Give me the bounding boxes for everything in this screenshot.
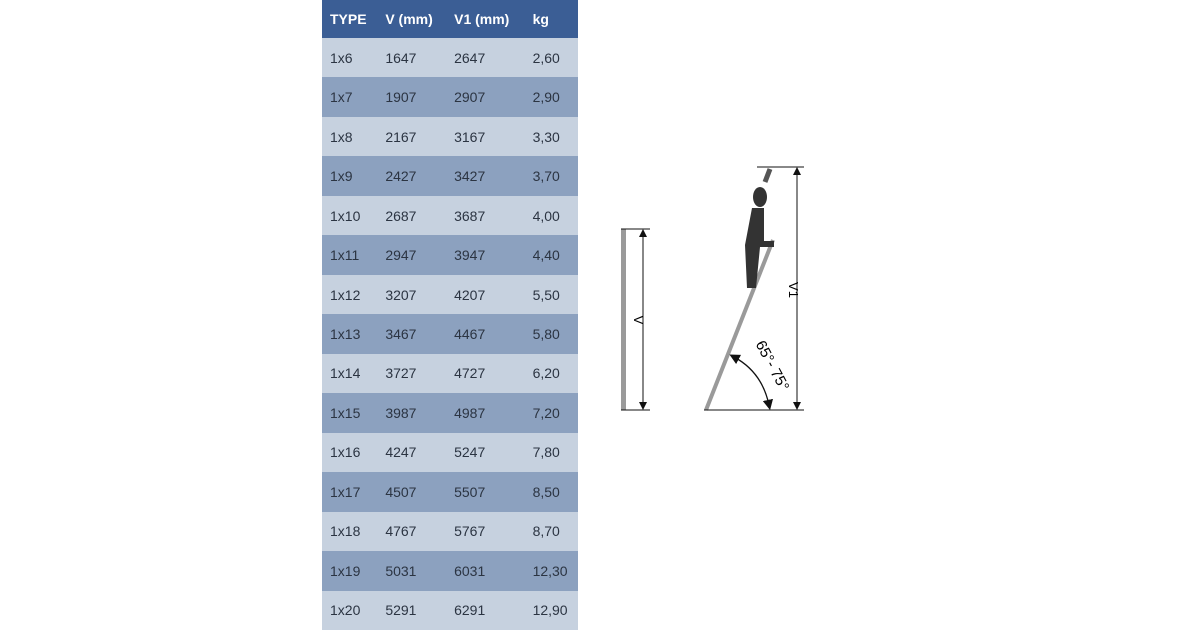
table-header-row: TYPE V (mm) V1 (mm) kg <box>322 0 578 38</box>
ladder-rail <box>704 239 775 411</box>
table-row: 1x18 4767 5767 8,70 <box>322 511 578 552</box>
table-cell: 4767 <box>377 511 447 552</box>
table-cell: 8,70 <box>524 511 578 552</box>
angle-label: 65°- 75° <box>752 338 793 394</box>
table-cell: 7,20 <box>524 393 578 433</box>
table-row: 1x17 4507 5507 8,50 <box>322 472 578 512</box>
table-cell: 4987 <box>446 393 525 433</box>
table-cell: 7,80 <box>524 432 578 473</box>
table-row: 1x20 5291 6291 12,90 <box>322 590 578 630</box>
table-row: 1x12 3207 4207 5,50 <box>322 274 578 315</box>
table-cell: 4467 <box>446 314 525 354</box>
ladder-top <box>762 168 773 183</box>
table-cell: 1x10 <box>322 195 378 236</box>
table-cell: 4727 <box>446 353 525 394</box>
table-cell: 2647 <box>446 38 525 78</box>
table-cell: 3947 <box>446 235 525 275</box>
table-row: 1x8 2167 3167 3,30 <box>322 116 578 157</box>
table-cell: 2427 <box>377 156 447 196</box>
table-cell: 1x6 <box>322 38 378 78</box>
table-row: 1x19 5031 6031 12,30 <box>322 551 578 591</box>
table-row: 1x14 3727 4727 6,20 <box>322 353 578 394</box>
v1-label: V1 <box>786 282 801 298</box>
table-cell: 3727 <box>377 353 447 394</box>
table-cell: 1x18 <box>322 511 378 552</box>
table-cell: 4207 <box>446 274 525 315</box>
table-row: 1x13 3467 4467 5,80 <box>322 314 578 354</box>
v-label: V <box>631 316 646 325</box>
table-cell: 3427 <box>446 156 525 196</box>
table-cell: 3,70 <box>524 156 578 196</box>
table-row: 1x6 1647 2647 2,60 <box>322 38 578 78</box>
table-cell: 1x17 <box>322 472 378 512</box>
table-cell: 2907 <box>446 77 525 117</box>
table-cell: 5247 <box>446 432 525 473</box>
table-cell: 6031 <box>446 551 525 591</box>
table-cell: 5507 <box>446 472 525 512</box>
straight-ladder: V <box>621 228 650 411</box>
table-cell: 3687 <box>446 195 525 236</box>
table-cell: 4247 <box>377 432 447 473</box>
table-row: 1x11 2947 3947 4,40 <box>322 235 578 275</box>
table-cell: 1x16 <box>322 432 378 473</box>
table-cell: 2,90 <box>524 77 578 117</box>
table-row: 1x7 1907 2907 2,90 <box>322 77 578 117</box>
table-cell: 2167 <box>377 116 447 157</box>
table-cell: 2947 <box>377 235 447 275</box>
table-cell: 1x14 <box>322 353 378 394</box>
table-cell: 5,50 <box>524 274 578 315</box>
ladder-rail <box>621 229 626 410</box>
column-header: V1 (mm) <box>446 0 525 38</box>
table-cell: 1x12 <box>322 274 378 315</box>
table-row: 1x16 4247 5247 7,80 <box>322 432 578 473</box>
table-cell: 12,30 <box>524 551 578 591</box>
table-row: 1x10 2687 3687 4,00 <box>322 195 578 236</box>
table-row: 1x15 3987 4987 7,20 <box>322 393 578 433</box>
table-cell: 6,20 <box>524 353 578 394</box>
table-cell: 1x15 <box>322 393 378 433</box>
table-cell: 1907 <box>377 77 447 117</box>
table-cell: 1x20 <box>322 590 378 630</box>
angle-arc <box>729 354 774 411</box>
ladder-spec-table: TYPE V (mm) V1 (mm) kg 1x6 1647 2647 2,60 1x7 19… <box>322 0 578 630</box>
table-cell: 4,40 <box>524 235 578 275</box>
table-cell: 5,80 <box>524 314 578 354</box>
table-cell: 3207 <box>377 274 447 315</box>
table-cell: 1x19 <box>322 551 378 591</box>
table-cell: 5031 <box>377 551 447 591</box>
table-cell: 1x11 <box>322 235 378 275</box>
table-row: 1x9 2427 3427 3,70 <box>322 156 578 196</box>
column-header: kg <box>524 0 578 38</box>
table-cell: 1x13 <box>322 314 378 354</box>
person-icon <box>745 187 774 288</box>
table-cell: 3987 <box>377 393 447 433</box>
table-cell: 3,30 <box>524 116 578 157</box>
table-cell: 4,00 <box>524 195 578 236</box>
table-cell: 2,60 <box>524 38 578 78</box>
table-cell: 1647 <box>377 38 447 78</box>
table-cell: 12,90 <box>524 590 578 630</box>
table-cell: 5291 <box>377 590 447 630</box>
table-cell: 1x9 <box>322 156 378 196</box>
leaning-ladder: V1 65°- 75° <box>704 166 804 411</box>
table-cell: 4507 <box>377 472 447 512</box>
column-header: V (mm) <box>377 0 447 38</box>
table-cell: 3467 <box>377 314 447 354</box>
table-cell: 8,50 <box>524 472 578 512</box>
table-cell: 6291 <box>446 590 525 630</box>
table-cell: 1x7 <box>322 77 378 117</box>
table-cell: 1x8 <box>322 116 378 157</box>
table-cell: 3167 <box>446 116 525 157</box>
column-header: TYPE <box>322 0 378 38</box>
table-cell: 5767 <box>446 511 525 552</box>
table-cell: 2687 <box>377 195 447 236</box>
